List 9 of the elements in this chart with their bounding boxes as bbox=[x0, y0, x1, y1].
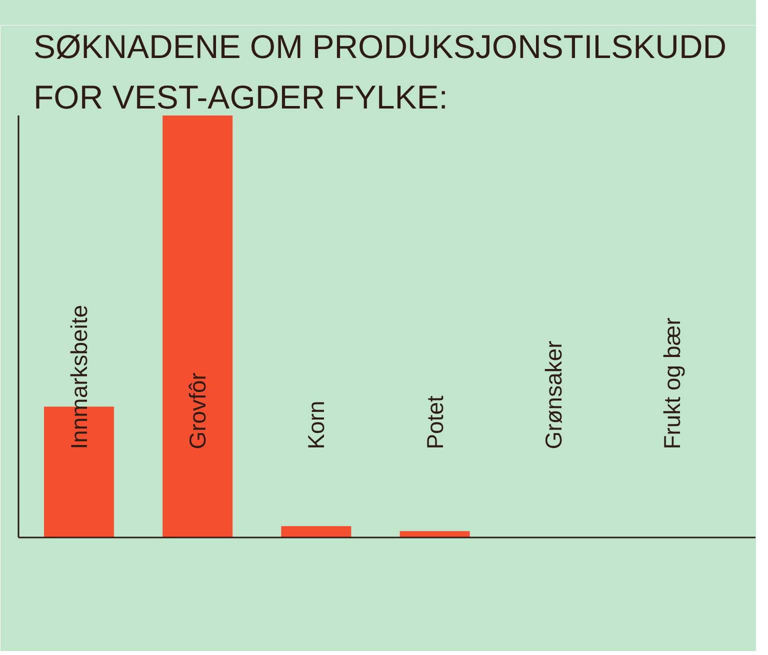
x-tick-label: Frukt og bær bbox=[658, 317, 685, 450]
x-tick-label: Innmarksbeite bbox=[66, 304, 92, 450]
bar bbox=[162, 116, 233, 538]
x-tick-label: Grønsaker bbox=[540, 340, 566, 450]
bar bbox=[281, 526, 352, 538]
x-tick-label: Korn bbox=[303, 400, 330, 450]
chart-title: SØKNADENE OM PRODUKSJONSTILSKUDD FOR VEST-AGDER FYLKE: bbox=[34, 28, 727, 116]
x-tick-label: Grovfôr bbox=[184, 372, 211, 450]
x-tick-label: Potet bbox=[422, 394, 448, 450]
